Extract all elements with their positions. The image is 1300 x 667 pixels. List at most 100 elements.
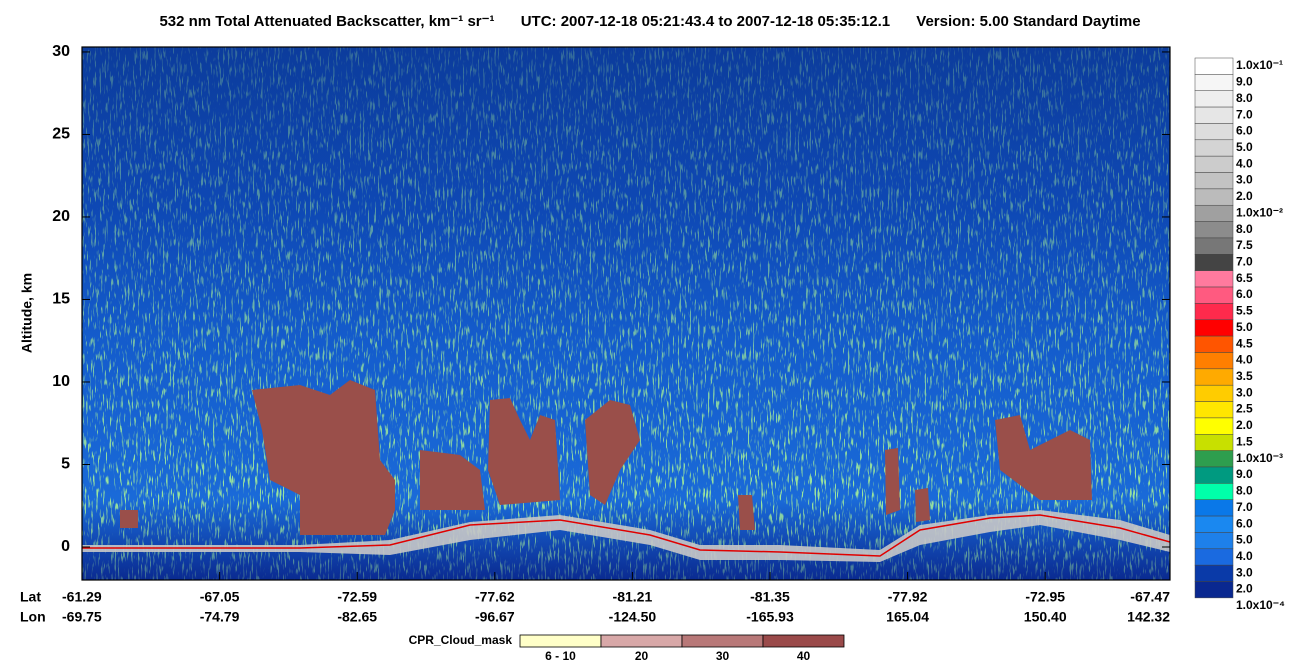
lon-tick-label: -96.67 [475,609,515,625]
colorbar-label: 1.5 [1236,434,1253,448]
colorbar-label: 1.0x10⁻⁴ [1236,598,1285,612]
colorbar-label: 7.5 [1236,238,1253,252]
plot-frame [81,46,1171,581]
chart-title: 532 nm Total Attenuated Backscatter, km⁻… [159,13,494,30]
speckle [82,47,1170,580]
colorbar-label: 7.0 [1236,500,1253,514]
backscatter-image [82,47,1170,580]
colorbar-label: 1.0x10⁻² [1236,205,1283,219]
colorbar-swatch [1194,74,1234,91]
lon-tick-label: 150.40 [1024,609,1067,625]
colorbar-label: 2.0 [1236,189,1253,203]
colorbar-label: 3.0 [1236,173,1253,187]
colorbar-label: 7.0 [1236,254,1253,268]
cloud-mask-category: 20 [635,649,649,663]
colorbar-label: 8.0 [1236,484,1253,498]
surface-line [82,514,1170,557]
colorbar-swatch [1194,172,1234,190]
colorbar-label: 1.0x10⁻¹ [1236,58,1283,72]
colorbar-swatch [1194,106,1234,124]
colorbar-label: 6.0 [1236,516,1253,530]
colorbar-label: 4.0 [1236,156,1253,170]
lon-tick-label: 142.32 [1127,609,1170,625]
colorbar-swatch [1194,417,1234,435]
cloud-mask-regions [120,380,1092,535]
lon-tick-label: 165.04 [886,609,929,625]
colorbar-label: 4.0 [1236,353,1253,367]
colorbar-swatch [1194,368,1234,386]
y-tick-label: 30 [52,43,70,60]
colorbar-label: 9.0 [1236,75,1253,89]
colorbar-label: 3.0 [1236,565,1253,579]
surface [82,510,1170,562]
colorbar-swatch [1194,466,1234,484]
colorbar-swatch [1194,532,1234,550]
colorbar-swatch [1194,237,1234,255]
colorbar-label: 3.5 [1236,369,1253,383]
colorbar-swatch [1194,401,1234,419]
cloud-mask-swatch [762,634,845,648]
cloud-mask-category: 30 [716,649,730,663]
colorbar-label: 4.5 [1236,336,1253,350]
colorbar-swatch [1194,188,1234,206]
lat-tick-label: -77.62 [475,589,515,605]
y-tick-label: 25 [52,126,70,143]
cloud-mask-swatch [519,634,602,648]
colorbar-label: 2.0 [1236,582,1253,596]
colorbar-swatch [1194,319,1234,337]
lat-tick-label: -81.35 [750,589,790,605]
colorbar-label: 2.0 [1236,418,1253,432]
colorbar-swatch [1194,384,1234,402]
colorbar-label: 5.0 [1236,320,1253,334]
colorbar-swatch [1194,286,1234,304]
colorbar-label: 6.0 [1236,124,1253,138]
y-tick-label: 15 [52,291,70,308]
colorbar-swatch [1194,303,1234,321]
lat-tick-label: -67.05 [200,589,240,605]
colorbar-swatch [1194,450,1234,468]
lat-tick-label: -61.29 [62,589,102,605]
colorbar-swatch [1194,499,1234,517]
lat-tick-label: -67.47 [1130,589,1170,605]
lat-label: Lat [20,589,41,605]
lon-tick-label: -82.65 [337,609,377,625]
lon-label: Lon [20,609,46,625]
colorbar-swatch [1194,352,1234,370]
colorbar-swatch [1194,564,1234,582]
colorbar-label: 5.0 [1236,140,1253,154]
colorbar-swatch [1194,270,1234,288]
lat-tick-label: -77.92 [888,589,928,605]
colorbar-swatch [1194,139,1234,157]
colorbar-swatch [1194,335,1234,353]
y-tick-label: 20 [52,208,70,225]
colorbar-swatch [1194,90,1234,108]
lat-tick-label: -81.21 [613,589,653,605]
cloud-mask-category: 6 - 10 [545,649,576,663]
colorbar-label: 7.0 [1236,107,1253,121]
lat-tick-label: -72.95 [1025,589,1065,605]
y-tick-label: 0 [61,538,70,555]
cloud-mask-label: CPR_Cloud_mask [409,633,513,647]
y-tick-label: 5 [61,456,70,473]
colorbar-label: 4.0 [1236,549,1253,563]
cloud-mask-swatch [600,634,683,648]
title-line: 532 nm Total Attenuated Backscatter, km⁻… [159,13,1140,30]
colorbar-swatch [1194,254,1234,271]
colorbar-swatch [1194,123,1234,141]
colorbar-label: 6.0 [1236,287,1253,301]
lat-tick-label: -72.59 [337,589,377,605]
colorbar-label: 5.5 [1236,304,1253,318]
colorbar-swatch [1194,155,1234,173]
lon-tick-label: -165.93 [746,609,794,625]
colorbar-label: 3.0 [1236,385,1253,399]
colorbar-swatch [1194,57,1234,75]
colorbar-swatch [1194,483,1234,500]
colorbar-swatch [1194,581,1234,599]
colorbar-label: 9.0 [1236,467,1253,481]
colorbar-label: 5.0 [1236,533,1253,547]
lon-tick-label: -69.75 [62,609,102,625]
cloud-mask-swatch [681,634,764,648]
colorbar-swatch [1194,204,1234,222]
colorbar-label: 2.5 [1236,402,1253,416]
